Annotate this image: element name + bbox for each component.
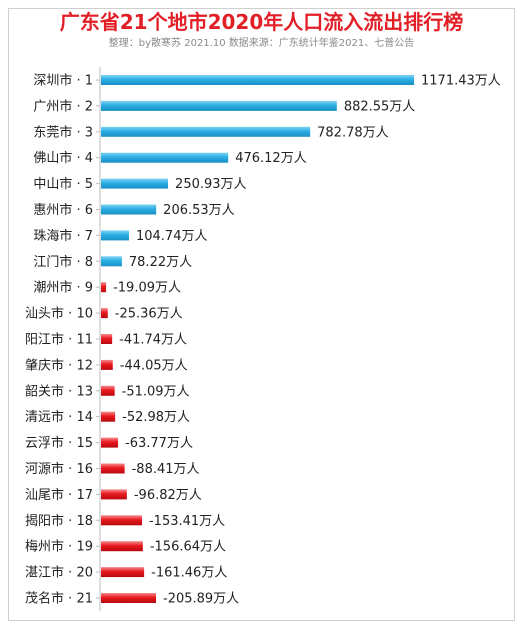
bar-positive [101,126,311,137]
value-label: 476.12万人 [235,151,307,166]
bar-negative [101,308,108,319]
value-label: 206.53万人 [163,203,235,218]
value-label: -25.36万人 [115,307,183,322]
value-label: -205.89万人 [163,592,239,607]
bar-negative [101,437,119,448]
category-label: 韶关市 · 13 [25,383,93,399]
category-label: 汕头市 · 10 [25,306,93,322]
bar-negative [101,541,143,552]
category-label: 肇庆市 · 12 [25,357,93,373]
bar-negative [101,282,107,293]
value-label: 1171.43万人 [421,74,501,89]
bar-negative [101,411,116,422]
category-label: 深圳市 · 1 [33,73,93,89]
category-label: 惠州市 · 6 [33,202,93,218]
bar-positive [101,152,229,163]
bar-negative [101,489,127,500]
category-label: 云浮市 · 15 [25,435,93,451]
category-label: 广州市 · 2 [33,98,93,114]
bar-positive [101,230,129,241]
category-label: 揭阳市 · 18 [25,513,93,529]
category-label: 潮州市 · 9 [33,280,93,296]
category-label: 江门市 · 8 [33,254,93,270]
category-label: 茂名市 · 21 [25,591,93,607]
bar-negative [101,359,113,370]
bar-positive [101,256,122,267]
value-label: 250.93万人 [175,177,247,192]
bar-negative [101,334,113,344]
value-label: -63.77万人 [125,436,193,451]
value-label: -44.05万人 [120,358,188,373]
bar-negative [101,463,125,474]
bar-negative [101,567,145,578]
category-label: 东莞市 · 3 [33,124,93,140]
value-label: -161.46万人 [151,566,227,581]
category-label: 阳江市 · 11 [25,332,93,348]
value-label: 882.55万人 [344,99,416,114]
bar-negative [101,515,142,526]
chart-subtitle: 整理：by散寒苏 2021.10 数据来源：广东统计年鉴2021、七普公告 [108,38,415,49]
category-label: 湛江市 · 20 [25,565,93,581]
bar-negative [101,385,115,396]
category-label: 佛山市 · 4 [33,150,93,166]
chart-title: 广东省21个地市2020年人口流入流出排行榜 [59,10,464,34]
category-label: 河源市 · 16 [25,461,93,477]
bar-negative [101,593,157,603]
value-label: -52.98万人 [122,410,190,425]
value-label: -96.82万人 [134,488,202,503]
category-label: 珠海市 · 7 [33,228,93,244]
value-label: -156.64万人 [150,540,226,555]
bar-positive [101,178,169,189]
value-label: -153.41万人 [149,514,225,529]
category-label: 梅州市 · 19 [25,539,93,555]
value-label: 78.22万人 [129,255,192,270]
value-label: -88.41万人 [132,462,200,477]
value-label: -41.74万人 [119,333,187,348]
bar-positive [101,100,337,111]
value-label: -51.09万人 [122,384,190,399]
category-label: 中山市 · 5 [33,176,93,192]
category-label: 汕尾市 · 17 [25,487,93,503]
value-label: 782.78万人 [317,125,389,140]
bar-positive [101,75,414,85]
value-label: -19.09万人 [113,281,181,296]
value-label: 104.74万人 [136,229,208,244]
bar-positive [101,204,157,215]
category-label: 清远市 · 14 [25,409,93,425]
